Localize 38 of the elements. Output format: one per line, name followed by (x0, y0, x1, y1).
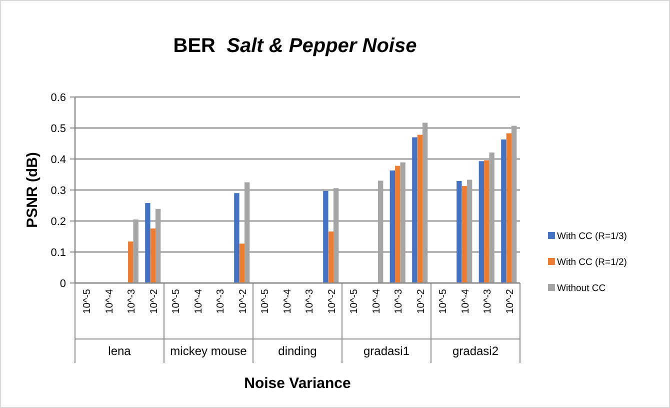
text: mickey mouse (170, 344, 248, 358)
x-tick-label: 10^-2 (416, 288, 427, 314)
text: gradasi1 (363, 344, 410, 358)
y-tick-label: 0.6 (50, 92, 66, 104)
y-tick-label: 0 (60, 278, 66, 290)
y-axis-title: PSNR (dB) (24, 152, 41, 228)
x-tick-label: 10^-3 (126, 288, 138, 314)
x-axis-title: Noise Variance (244, 375, 351, 392)
x-tick-label: 10^-4 (282, 288, 294, 314)
y-tick-label: 0.4 (50, 154, 66, 166)
text: lena (108, 344, 132, 358)
x-tick-label: 10^-5 (349, 288, 360, 314)
x-tick-label: 10^-2 (238, 288, 249, 314)
x-tick-label: 10^-5 (82, 288, 94, 314)
text: gradasi2 (452, 344, 499, 358)
x-tick-label: 10^-4 (104, 288, 116, 314)
x-tick-label: 10^-3 (482, 288, 494, 314)
y-tick-label: 0.2 (50, 216, 66, 228)
legend-label: With CC (R=1/3) (557, 231, 627, 242)
x-tick-label: 10^-3 (216, 288, 227, 314)
y-tick-label: 0.1 (50, 247, 66, 259)
x-tick-label: 10^-4 (193, 288, 204, 314)
x-tick-label: 10^-2 (504, 288, 516, 314)
text: dinding (278, 344, 317, 358)
chart-title: BER Salt & Pepper Noise (173, 35, 417, 57)
x-tick-label: 10^-2 (148, 288, 160, 314)
x-tick-label: 10^-3 (304, 288, 316, 314)
x-tick-label: 10^-3 (394, 288, 405, 314)
x-tick-label: 10^-4 (460, 288, 472, 314)
x-tick-label: 10^-2 (326, 288, 338, 314)
x-tick-label: 10^-5 (171, 288, 182, 314)
y-tick-label: 0.3 (50, 185, 66, 197)
x-tick-label: 10^-5 (438, 288, 450, 314)
x-tick-label: 10^-5 (260, 288, 272, 314)
x-tick-label: 10^-4 (371, 288, 382, 314)
y-tick-label: 0.5 (50, 123, 66, 135)
legend-label: Without CC (557, 283, 606, 294)
legend-label: With CC (R=1/2) (557, 257, 627, 268)
